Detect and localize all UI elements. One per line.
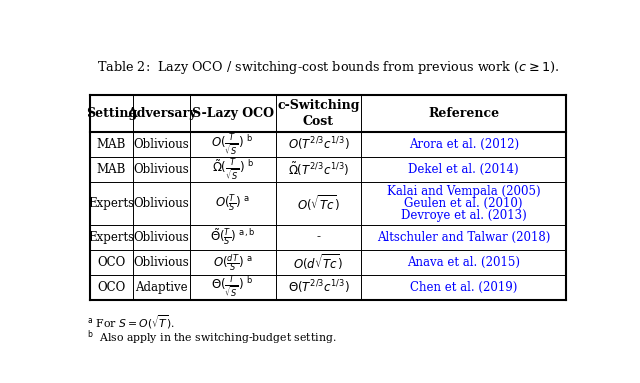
Text: Oblivious: Oblivious: [134, 197, 189, 210]
Text: $^{\mathrm{a}}$ For $S = O(\sqrt{T})$.: $^{\mathrm{a}}$ For $S = O(\sqrt{T})$.: [88, 313, 176, 331]
Text: MAB: MAB: [97, 163, 126, 176]
Text: Experts: Experts: [88, 197, 134, 210]
Text: Adaptive: Adaptive: [135, 281, 188, 294]
Text: Oblivious: Oblivious: [134, 163, 189, 176]
Text: Oblivious: Oblivious: [134, 255, 189, 268]
Text: Chen et al. (2019): Chen et al. (2019): [410, 281, 517, 294]
Text: $\tilde{\Omega}(\frac{T}{\sqrt{S}})$ $^{\mathrm{b}}$: $\tilde{\Omega}(\frac{T}{\sqrt{S}})$ $^{…: [212, 157, 254, 182]
Text: MAB: MAB: [97, 138, 126, 151]
Text: Oblivious: Oblivious: [134, 231, 189, 244]
Text: $O(\sqrt{Tc})$: $O(\sqrt{Tc})$: [297, 193, 340, 213]
Text: $O(\frac{dT}{S})$ $^{\mathrm{a}}$: $O(\frac{dT}{S})$ $^{\mathrm{a}}$: [212, 252, 253, 273]
Text: Reference: Reference: [428, 107, 499, 120]
Text: $\tilde{\Omega}(T^{2/3}c^{1/3})$: $\tilde{\Omega}(T^{2/3}c^{1/3})$: [288, 161, 349, 178]
Text: c-Switching
Cost: c-Switching Cost: [277, 99, 360, 128]
Text: Oblivious: Oblivious: [134, 138, 189, 151]
Text: $O(\frac{T}{S})$ $^{\mathrm{a}}$: $O(\frac{T}{S})$ $^{\mathrm{a}}$: [215, 193, 250, 214]
Text: OCO: OCO: [97, 281, 125, 294]
Text: $O(T^{2/3}c^{1/3})$: $O(T^{2/3}c^{1/3})$: [287, 136, 349, 154]
Text: $O(d\sqrt{Tc})$: $O(d\sqrt{Tc})$: [293, 252, 344, 272]
Text: Setting: Setting: [86, 107, 137, 120]
Text: Table 2:  Lazy OCO / switching-cost bounds from previous work ($c \geq 1$).: Table 2: Lazy OCO / switching-cost bound…: [97, 59, 559, 76]
Text: $\Theta(\frac{T}{\sqrt{S}})$ $^{\mathrm{b}}$: $\Theta(\frac{T}{\sqrt{S}})$ $^{\mathrm{…: [211, 275, 254, 300]
Text: S-Lazy OCO: S-Lazy OCO: [192, 107, 274, 120]
Text: Arora et al. (2012): Arora et al. (2012): [409, 138, 519, 151]
Text: -: -: [316, 231, 321, 244]
Text: Geulen et al. (2010): Geulen et al. (2010): [404, 197, 523, 210]
Text: Altschuler and Talwar (2018): Altschuler and Talwar (2018): [377, 231, 550, 244]
Text: OCO: OCO: [97, 255, 125, 268]
Text: $\tilde{\Theta}(\frac{T}{S})$ $^{\mathrm{a, b}}$: $\tilde{\Theta}(\frac{T}{S})$ $^{\mathrm…: [211, 226, 255, 248]
Text: $O(\frac{T}{\sqrt{S}})$ $^{\mathrm{b}}$: $O(\frac{T}{\sqrt{S}})$ $^{\mathrm{b}}$: [211, 132, 254, 157]
Text: Kalai and Vempala (2005): Kalai and Vempala (2005): [387, 185, 541, 198]
Text: $\Theta(T^{2/3}c^{1/3})$: $\Theta(T^{2/3}c^{1/3})$: [287, 278, 349, 296]
Text: Anava et al. (2015): Anava et al. (2015): [407, 255, 520, 268]
Text: Adversary: Adversary: [127, 107, 196, 120]
Text: Dekel et al. (2014): Dekel et al. (2014): [408, 163, 519, 176]
Text: $^{\mathrm{b}}$  Also apply in the switching-budget setting.: $^{\mathrm{b}}$ Also apply in the switch…: [88, 328, 337, 347]
Text: Devroye et al. (2013): Devroye et al. (2013): [401, 209, 527, 222]
Text: Experts: Experts: [88, 231, 134, 244]
